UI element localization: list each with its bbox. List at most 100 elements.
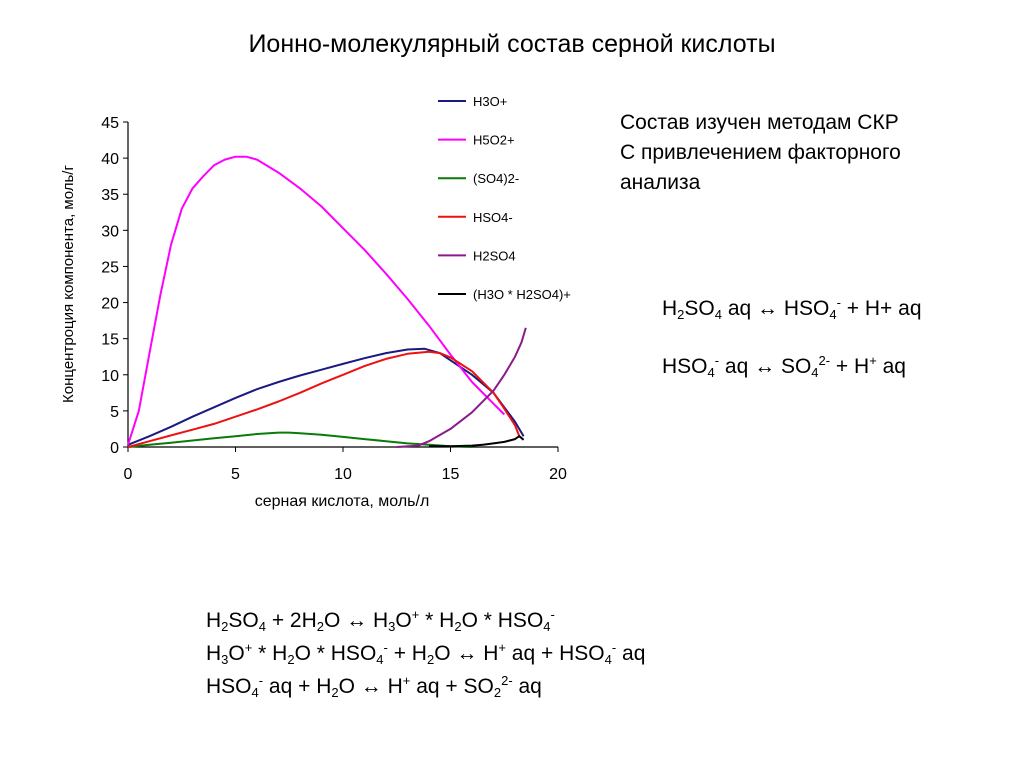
equation-right-part: + H+ aq bbox=[840, 297, 922, 320]
equation-right-1: H2SO4 aq ↔ HSO4- + H+ aq bbox=[662, 288, 922, 330]
equation-right-part: 4 bbox=[714, 307, 722, 322]
equation-bottom-part: - bbox=[550, 607, 555, 622]
equation-bottom-part: 3 bbox=[388, 619, 396, 634]
equation-bottom-part: aq + H bbox=[263, 675, 332, 698]
equation-right-part: aq bbox=[876, 355, 906, 378]
equation-bottom-part: + bbox=[498, 640, 506, 655]
equation-bottom-1: H2SO4 + 2H2O ↔ H3O+ * H2O * HSO4- bbox=[206, 600, 555, 642]
x-tick-label: 20 bbox=[549, 466, 567, 483]
y-tick-label: 20 bbox=[101, 296, 119, 313]
y-tick-label: 45 bbox=[101, 115, 119, 132]
series-line bbox=[429, 435, 525, 448]
equation-bottom-part: 4 bbox=[543, 619, 551, 634]
legend-label: H3O+ bbox=[473, 94, 507, 109]
equation-bottom-part: O * HSO bbox=[294, 642, 377, 665]
series-lines bbox=[127, 155, 527, 448]
equation-bottom-part: H bbox=[206, 642, 222, 665]
y-tick-label: 35 bbox=[101, 187, 119, 204]
method-note: Состав изучен методам СКР С привлечением… bbox=[620, 108, 901, 198]
equation-right-part: H bbox=[662, 297, 678, 320]
x-tick-label: 5 bbox=[231, 466, 240, 483]
equation-bottom-part: 4 bbox=[604, 652, 612, 667]
equation-right-part: HSO bbox=[662, 355, 708, 378]
equation-bottom-part: 4 bbox=[251, 685, 259, 700]
equation-bottom-part: aq bbox=[616, 642, 646, 665]
equation-bottom-part: O ↔ H bbox=[434, 642, 499, 665]
y-tick-label: 15 bbox=[101, 332, 119, 349]
equation-bottom-part: - bbox=[383, 640, 388, 655]
equation-right-part: - bbox=[714, 353, 720, 368]
equation-bottom-3: HSO4- aq + H2O ↔ H+ aq + SO22- aq bbox=[206, 666, 542, 708]
y-tick-label: 0 bbox=[110, 440, 119, 457]
equation-right-part: 4 bbox=[707, 365, 715, 380]
equation-right-part: SO bbox=[684, 297, 715, 320]
method-note-line-3: анализа bbox=[620, 171, 701, 194]
equation-bottom-part: 2 bbox=[426, 652, 435, 667]
equation-right-part: 4 bbox=[811, 365, 819, 380]
equation-bottom-part: H bbox=[206, 609, 222, 632]
method-note-line-2: С привлечением факторного bbox=[620, 141, 901, 164]
equation-bottom-part: O bbox=[395, 609, 412, 632]
equation-bottom-part: 2 bbox=[331, 685, 339, 700]
y-tick-label: 40 bbox=[101, 151, 119, 168]
legend-label: H2SO4 bbox=[473, 248, 516, 263]
equation-right-2: HSO4- aq ↔ SO42- + H+ aq bbox=[662, 346, 906, 388]
equation-bottom-part: + 2H bbox=[265, 609, 317, 632]
equation-bottom-part: aq + SO bbox=[410, 675, 494, 698]
equation-bottom-part: HSO bbox=[206, 675, 252, 698]
equation-bottom-part: + H bbox=[387, 642, 427, 665]
equation-bottom-2: H3O+ * H2O * HSO4- + H2O ↔ H+ aq + HSO4-… bbox=[206, 633, 645, 675]
equation-bottom-part: 2 bbox=[221, 619, 229, 634]
legend-label: (SO4)2- bbox=[473, 171, 519, 186]
equation-right-part: aq ↔ SO bbox=[719, 355, 812, 378]
axes: 0 5 10 15 20 25 30 35 40 45 0 5 10 15 20 bbox=[101, 115, 567, 483]
equation-bottom-part: O * HSO bbox=[461, 609, 544, 632]
series-line bbox=[127, 431, 473, 448]
equation-bottom-part: O bbox=[228, 642, 245, 665]
equation-bottom-part: O ↔ H bbox=[324, 609, 389, 632]
legend-label: (H3O * H2SO4)+ bbox=[473, 287, 571, 302]
series-line bbox=[127, 350, 521, 448]
equation-right-part: + H bbox=[830, 355, 870, 378]
y-tick-label: 5 bbox=[110, 404, 119, 421]
slide-title: Ионно-молекулярный состав серной кислоты bbox=[248, 30, 776, 58]
equation-bottom-part: * H bbox=[252, 642, 288, 665]
equation-right-part: 2 bbox=[677, 307, 685, 322]
legend: H3O+ H5O2+ (SO4)2- HSO4- H2SO4 (H3O * H2SO4)+ bbox=[438, 94, 571, 302]
x-tick-label: 15 bbox=[442, 466, 460, 483]
y-tick-label: 30 bbox=[101, 223, 119, 240]
equation-bottom-part: 2 bbox=[454, 619, 462, 634]
equation-bottom-part: 2 bbox=[493, 685, 502, 700]
equation-bottom-part: + bbox=[402, 673, 411, 688]
method-note-line-1: Состав изучен методам СКР bbox=[620, 111, 899, 134]
y-axis-label: Концентроция компонента, моль/г bbox=[60, 165, 77, 403]
x-axis-label: серная кислота, моль/л bbox=[255, 493, 430, 510]
equation-bottom-part: SO bbox=[228, 609, 259, 632]
y-tick-label: 25 bbox=[101, 259, 119, 276]
equation-bottom-part: 4 bbox=[376, 652, 384, 667]
equation-bottom-part: aq + HSO bbox=[505, 642, 605, 665]
equation-bottom-part: 3 bbox=[221, 652, 229, 667]
equation-bottom-part: 2 bbox=[287, 652, 295, 667]
y-tick-label: 10 bbox=[101, 368, 119, 385]
equation-right-part: + bbox=[869, 353, 877, 368]
legend-label: H5O2+ bbox=[473, 133, 515, 148]
x-tick-label: 0 bbox=[124, 466, 133, 483]
equation-bottom-part: + bbox=[244, 640, 253, 655]
equation-bottom-part: + bbox=[411, 607, 420, 622]
equation-bottom-part: 2- bbox=[501, 673, 513, 688]
equation-right-part: 2- bbox=[818, 353, 831, 368]
x-tick-label: 10 bbox=[334, 466, 352, 483]
legend-label: HSO4- bbox=[473, 210, 513, 225]
equation-right-part: aq ↔ HSO bbox=[721, 297, 830, 320]
equation-bottom-part: * H bbox=[419, 609, 455, 632]
equation-right-part: - bbox=[836, 295, 841, 310]
equation-bottom-part: 2 bbox=[316, 619, 324, 634]
series-line bbox=[127, 347, 525, 446]
equation-bottom-part: - bbox=[611, 640, 617, 655]
equation-bottom-part: 4 bbox=[258, 619, 266, 634]
series-line bbox=[396, 327, 527, 448]
equation-bottom-part: aq bbox=[512, 675, 542, 698]
equation-bottom-part: - bbox=[258, 673, 264, 688]
